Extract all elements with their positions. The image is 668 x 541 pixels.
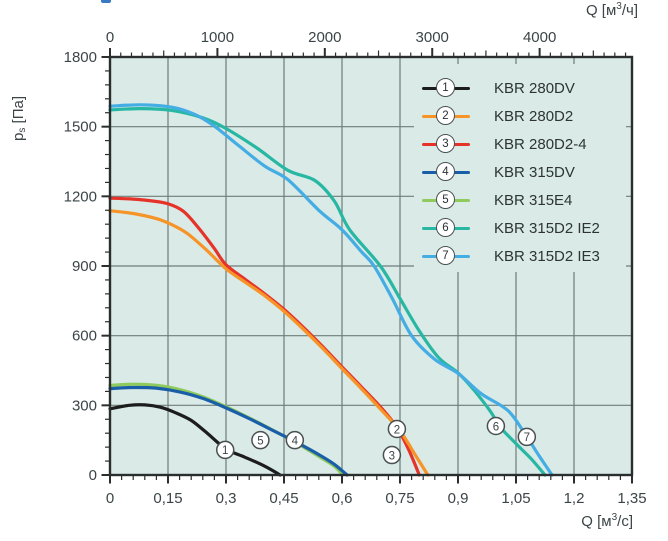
x-bottom-tick-label: 1,35 (617, 490, 646, 507)
x-top-tick-label: 3000 (416, 29, 449, 46)
curve-marker-1: 1 (215, 440, 235, 460)
curve-marker-3: 3 (382, 445, 402, 465)
x-bottom-tick-label: 0,3 (216, 490, 237, 507)
y-axis-title: ps [Па] (10, 96, 28, 141)
legend-label: KBR 315E4 (494, 191, 573, 209)
y-tick-label: 900 (72, 258, 97, 275)
legend-number-badge: 1 (436, 78, 455, 97)
curve-kbr-315d2-ie3 (108, 103, 554, 477)
legend-number-badge: 5 (436, 190, 455, 209)
x-bottom-tick-label: 0,9 (448, 490, 469, 507)
legend-line-sample: 3 (422, 134, 470, 154)
legend-line-sample: 6 (422, 218, 470, 238)
legend-item-kbr-280dv: 1 KBR 280DV (414, 74, 626, 102)
legend-line-sample: 1 (422, 78, 470, 98)
curve-marker-6: 6 (486, 416, 506, 436)
legend-label: KBR 315DV (494, 163, 575, 181)
legend-number-badge: 6 (436, 218, 455, 237)
svg-text:6: 6 (493, 421, 499, 433)
legend-line-sample: 2 (422, 106, 470, 126)
svg-text:3: 3 (389, 450, 395, 462)
x-bottom-tick-label: 0,45 (269, 490, 298, 507)
curve-kbr-280dv (108, 403, 282, 477)
curve-marker-4: 4 (285, 430, 305, 450)
legend-number-badge: 2 (436, 106, 455, 125)
legend-label: KBR 315D2 IE2 (494, 219, 600, 237)
legend-number-badge: 4 (436, 162, 455, 181)
y-tick-label: 300 (72, 397, 97, 414)
curve-kbr-280d2 (108, 209, 430, 477)
x-bottom-tick-label: 1,05 (501, 490, 530, 507)
legend-item-kbr-280d2-4: 3 KBR 280D2-4 (414, 130, 626, 158)
x-top-tick-label: 4000 (523, 29, 556, 46)
y-tick-label: 1800 (64, 49, 97, 66)
curve-markers: 1 2 3 4 5 6 7 (215, 416, 537, 465)
axis-tick-labels: 0 300 600 900 1200 1500 1800 0 0,15 0,3 0,45 0,6 0,7… (64, 29, 647, 507)
legend-item-kbr-315d2-ie3: 7 KBR 315D2 IE3 (414, 242, 626, 270)
cropped-top-element (101, 0, 111, 3)
svg-text:5: 5 (257, 435, 263, 447)
x-bottom-tick-label: 0,6 (332, 490, 353, 507)
svg-text:4: 4 (292, 435, 299, 447)
axis-ticks (101, 48, 633, 484)
curve-marker-2: 2 (387, 419, 407, 439)
svg-text:2: 2 (394, 424, 400, 436)
svg-text:1: 1 (222, 445, 228, 457)
y-tick-label: 1500 (64, 119, 97, 136)
top-axis-title: Q [м3/ч] (585, 1, 638, 19)
bottom-axis-title: Q [м3/с] (581, 512, 633, 530)
x-bottom-tick-label: 0,15 (153, 490, 182, 507)
legend-line-sample: 4 (422, 162, 470, 182)
legend-number-badge: 7 (436, 246, 455, 265)
x-top-tick-label: 0 (106, 29, 114, 46)
legend-item-kbr-315e4: 5 KBR 315E4 (414, 186, 626, 214)
y-tick-label: 1200 (64, 188, 97, 205)
legend-line-sample: 5 (422, 190, 470, 210)
chart-legend: 1 KBR 280DV 2 KBR 280D2 3 KBR 280D2-4 4 KBR 315… (414, 64, 626, 272)
y-tick-label: 0 (89, 467, 97, 484)
legend-label: KBR 280D2 (494, 107, 574, 125)
svg-text:7: 7 (524, 432, 530, 444)
legend-label: KBR 280DV (494, 79, 575, 97)
legend-label: KBR 280D2-4 (494, 135, 587, 153)
x-top-tick-label: 2000 (308, 29, 341, 46)
legend-label: KBR 315D2 IE3 (494, 247, 600, 265)
curve-marker-7: 7 (517, 427, 537, 447)
x-bottom-tick-label: 0,75 (385, 490, 414, 507)
x-top-tick-label: 1000 (201, 29, 234, 46)
curve-kbr-315dv (108, 385, 349, 477)
legend-item-kbr-315dv: 4 KBR 315DV (414, 158, 626, 186)
x-bottom-tick-label: 0 (106, 490, 114, 507)
legend-number-badge: 3 (436, 134, 455, 153)
y-tick-label: 600 (72, 328, 97, 345)
curve-marker-5: 5 (251, 430, 270, 450)
legend-line-sample: 7 (422, 246, 470, 266)
legend-item-kbr-280d2: 2 KBR 280D2 (414, 102, 626, 130)
x-bottom-tick-label: 1,2 (564, 490, 585, 507)
legend-item-kbr-315d2-ie2: 6 KBR 315D2 IE2 (414, 214, 626, 242)
